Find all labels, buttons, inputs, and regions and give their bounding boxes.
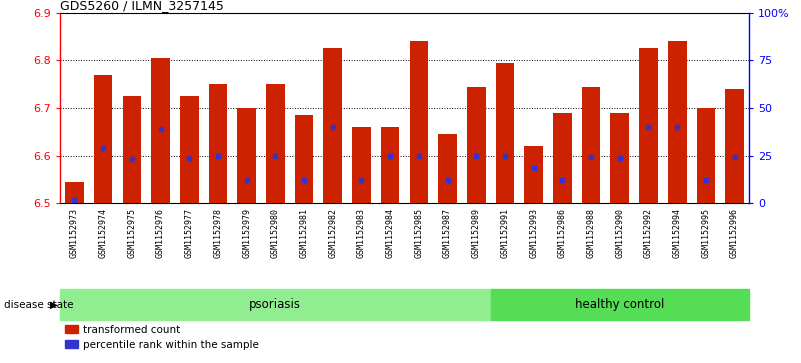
Bar [123,96,141,203]
Bar [467,86,485,203]
Bar [237,108,256,203]
Text: GSM1152977: GSM1152977 [185,208,194,257]
Text: GSM1152984: GSM1152984 [385,208,395,257]
Bar [324,48,342,203]
Text: GSM1152991: GSM1152991 [501,208,509,257]
Bar [525,146,543,203]
Text: GSM1152973: GSM1152973 [70,208,79,257]
Bar [180,96,199,203]
Bar [668,41,686,203]
Bar [582,86,601,203]
Text: GSM1152978: GSM1152978 [213,208,223,257]
Text: GSM1152976: GSM1152976 [156,208,165,257]
Bar [496,63,514,203]
Legend: transformed count, percentile rank within the sample: transformed count, percentile rank withi… [66,325,259,350]
Text: GSM1152989: GSM1152989 [472,208,481,257]
Text: GSM1152985: GSM1152985 [414,208,424,257]
Bar [65,182,84,203]
Bar [266,84,284,203]
Bar [208,84,227,203]
Text: GSM1152982: GSM1152982 [328,208,337,257]
Bar [490,289,749,320]
Bar [697,108,715,203]
Bar [639,48,658,203]
Text: GSM1152974: GSM1152974 [99,208,107,257]
Text: GDS5260 / ILMN_3257145: GDS5260 / ILMN_3257145 [60,0,224,12]
Bar [438,134,457,203]
Text: GSM1152987: GSM1152987 [443,208,452,257]
Text: ▶: ▶ [50,300,58,310]
Bar [352,127,371,203]
Text: GSM1152986: GSM1152986 [557,208,567,257]
Bar [94,75,112,203]
Bar [380,127,400,203]
Bar [409,41,429,203]
Text: GSM1152992: GSM1152992 [644,208,653,257]
Text: GSM1152979: GSM1152979 [242,208,252,257]
Bar [610,113,629,203]
Text: GSM1152983: GSM1152983 [357,208,366,257]
Bar [295,115,313,203]
Text: GSM1152980: GSM1152980 [271,208,280,257]
Text: disease state: disease state [4,300,74,310]
Bar [151,58,170,203]
Bar [60,289,490,320]
Bar [725,89,744,203]
Bar [553,113,572,203]
Text: GSM1152996: GSM1152996 [730,208,739,257]
Text: GSM1152993: GSM1152993 [529,208,538,257]
Text: GSM1152981: GSM1152981 [300,208,308,257]
Text: GSM1152994: GSM1152994 [673,208,682,257]
Text: GSM1152995: GSM1152995 [702,208,710,257]
Text: healthy control: healthy control [575,298,665,311]
Text: psoriasis: psoriasis [249,298,301,311]
Text: GSM1152975: GSM1152975 [127,208,136,257]
Text: GSM1152988: GSM1152988 [586,208,596,257]
Text: GSM1152990: GSM1152990 [615,208,624,257]
